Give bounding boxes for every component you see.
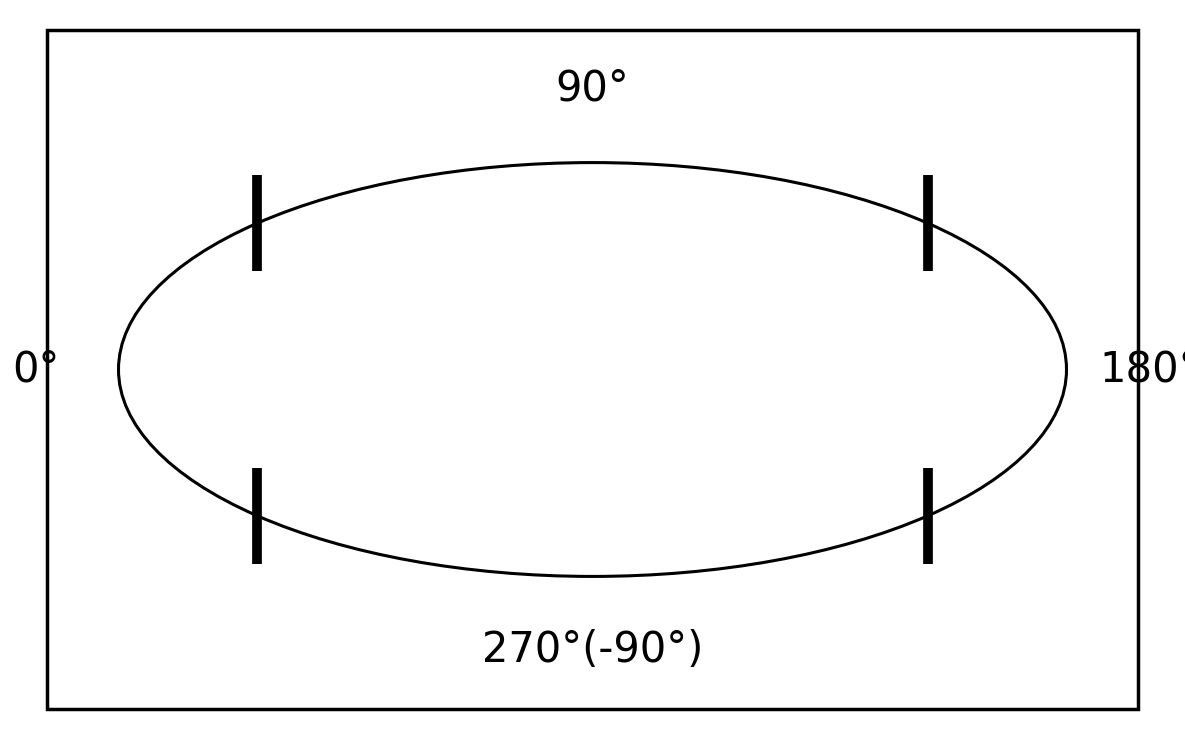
Text: 180°: 180° xyxy=(1100,349,1185,390)
Text: 0°: 0° xyxy=(12,349,59,390)
Text: 90°: 90° xyxy=(556,68,629,109)
Text: 270°(-90°): 270°(-90°) xyxy=(482,630,703,671)
